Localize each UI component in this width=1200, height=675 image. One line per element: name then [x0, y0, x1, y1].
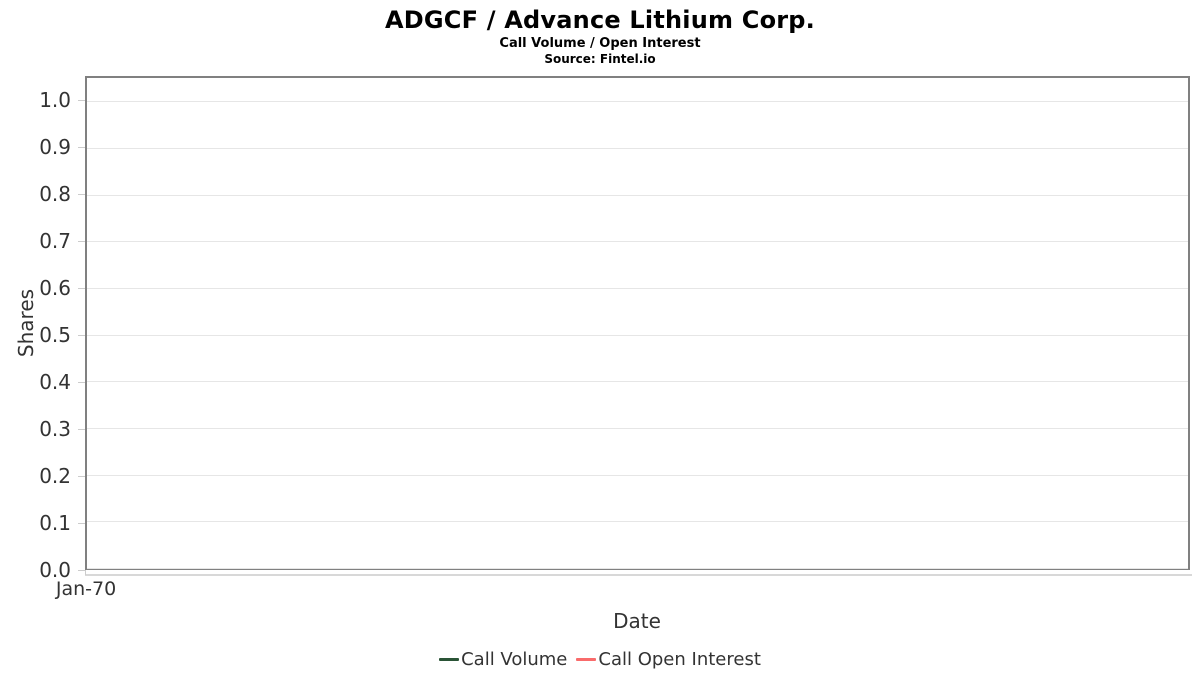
legend-series-marker — [439, 657, 460, 661]
legend-item[interactable]: Call Volume — [439, 649, 567, 670]
y-axis-tick-labels: 0.0 0.1 0.2 0.3 0.4 0.5 0.6 0.7 0.8 0.9 1.0 — [0, 76, 71, 580]
gridline — [87, 194, 1188, 196]
y-tick-label: 0.2 — [39, 463, 71, 488]
y-tick-mark — [78, 146, 85, 148]
y-tick-label: 0.1 — [39, 510, 71, 535]
y-tick-mark — [78, 99, 85, 101]
gridline — [87, 288, 1188, 289]
x-axis-tick-mark — [85, 570, 86, 575]
plot-area — [85, 76, 1190, 570]
gridline — [87, 381, 1188, 383]
legend: Call Volume Call Open Interest — [0, 646, 1200, 672]
y-tick-mark — [78, 570, 85, 571]
y-tick-mark — [78, 334, 85, 336]
x-axis-line — [85, 574, 1192, 576]
y-axis-title: Shares — [14, 288, 38, 358]
gridline — [87, 148, 1188, 149]
y-tick-label: 0.7 — [39, 228, 71, 253]
y-tick-label: 0.4 — [39, 369, 71, 394]
chart-subtitle: Call Volume / Open Interest — [499, 36, 701, 51]
chart-source-note: Source: Fintel.io — [544, 52, 656, 66]
x-axis-tick-label: Jan-70 — [55, 578, 117, 600]
gridline — [87, 241, 1188, 243]
chart-title: ADGCF / Advance Lithium Corp. — [384, 6, 815, 34]
y-axis-tick-marks — [78, 76, 85, 571]
y-tick-label: 0.0 — [39, 558, 71, 582]
y-tick-mark — [78, 240, 85, 242]
legend-series-label: Call Volume — [461, 648, 568, 670]
gridline — [87, 521, 1188, 523]
y-tick-mark — [78, 475, 85, 477]
legend-series-label: Call Open Interest — [598, 648, 761, 670]
y-tick-label: 0.6 — [39, 275, 71, 300]
y-tick-label: 0.8 — [39, 181, 71, 206]
y-tick-mark — [78, 522, 85, 524]
y-tick-label: 0.3 — [39, 416, 71, 441]
legend-series-marker — [576, 657, 597, 661]
gridline — [87, 474, 1188, 476]
gridline — [87, 428, 1188, 429]
x-axis-title: Date — [613, 609, 661, 633]
y-tick-mark — [78, 381, 85, 383]
y-tick-mark — [78, 428, 85, 430]
y-tick-label: 0.5 — [39, 322, 71, 347]
y-tick-label: 1.0 — [39, 87, 71, 112]
gridline — [87, 101, 1188, 103]
y-tick-mark — [78, 193, 85, 195]
y-tick-mark — [78, 287, 85, 289]
gridline — [87, 334, 1188, 336]
gridline — [87, 568, 1188, 569]
legend-item[interactable]: Call Open Interest — [576, 648, 761, 670]
y-tick-label: 0.9 — [39, 134, 71, 159]
